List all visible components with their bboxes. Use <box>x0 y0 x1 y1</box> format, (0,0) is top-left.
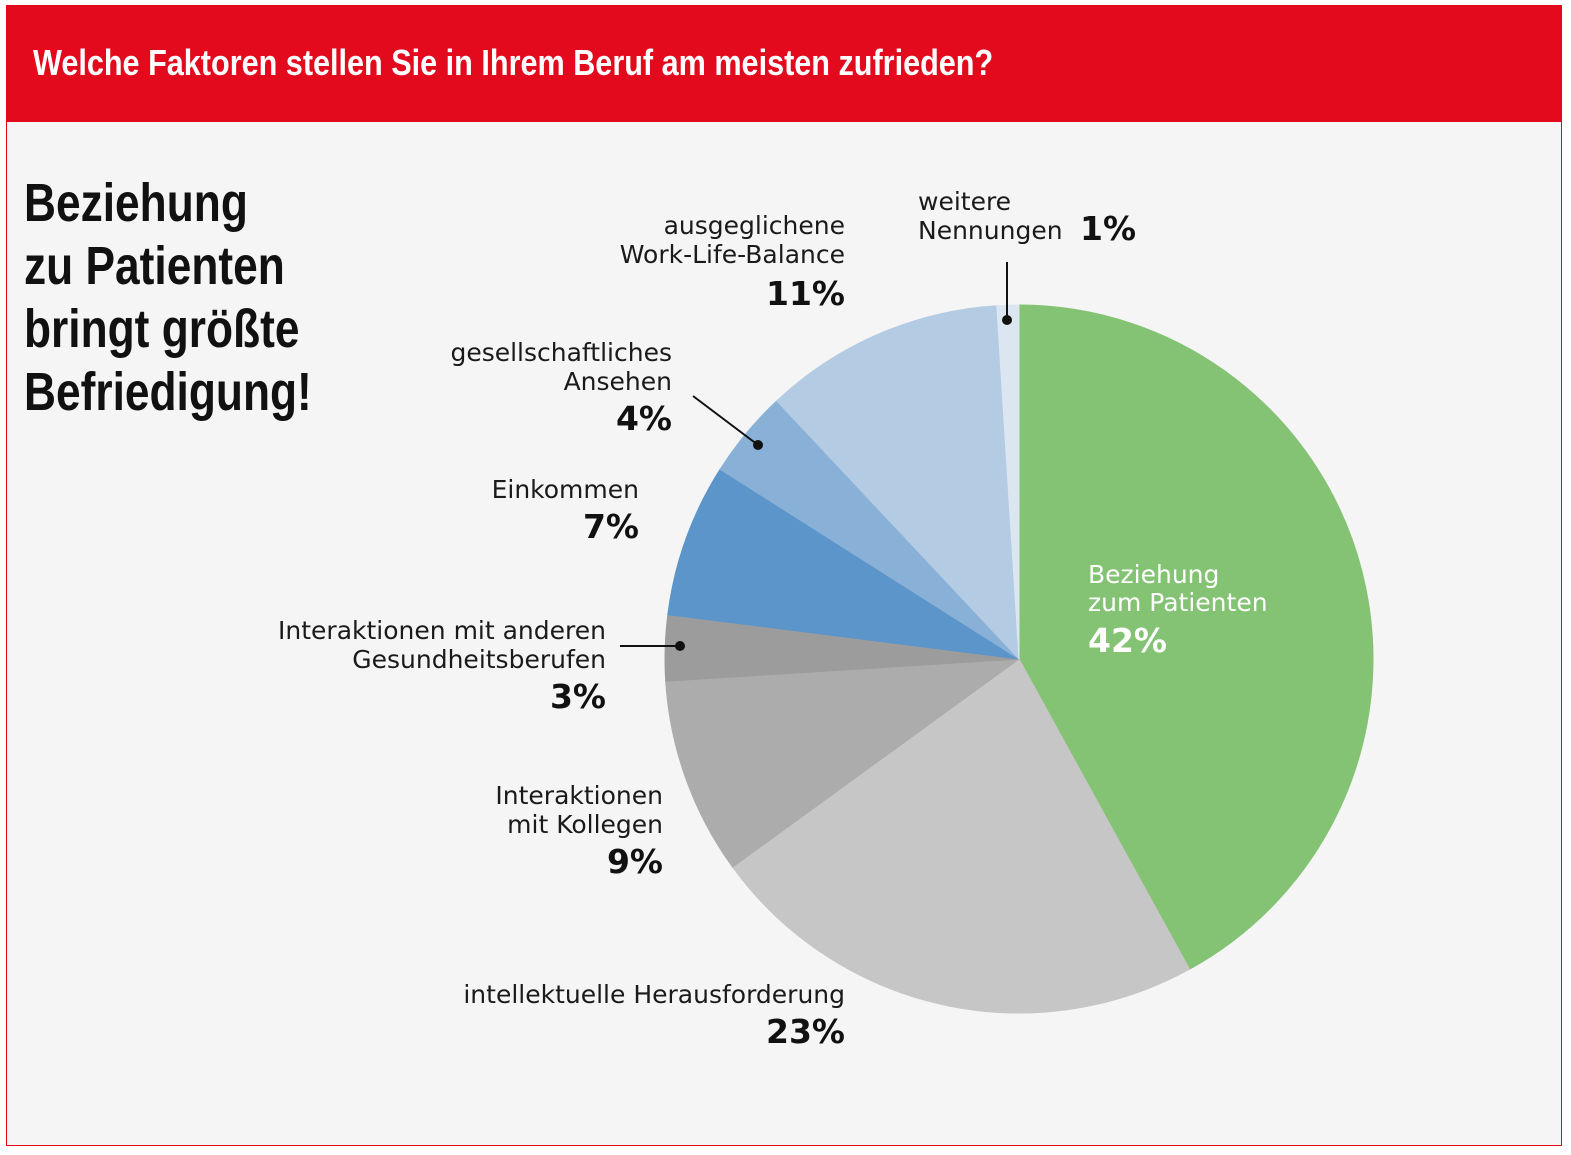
slice-value: 23% <box>766 1012 845 1051</box>
slice-value: 9% <box>607 842 663 881</box>
pie-slices <box>665 305 1373 1013</box>
slice-label: Interaktionen mit anderen <box>278 616 606 645</box>
slice-label: Ansehen <box>564 367 672 396</box>
slice-value: 42% <box>1088 621 1167 660</box>
slice-value: 11% <box>766 274 845 313</box>
slice-label: zum Patienten <box>1088 588 1268 617</box>
leader-line <box>693 396 758 445</box>
slice-label: Einkommen <box>492 475 639 504</box>
slice-label: ausgeglichene <box>664 211 845 240</box>
slice-value: 3% <box>550 677 606 716</box>
slice-label: intellektuelle Herausforderung <box>463 980 845 1009</box>
slice-label: Work-Life-Balance <box>620 240 845 269</box>
slice-label: mit Kollegen <box>507 810 663 839</box>
leader-dot <box>675 641 685 651</box>
slice-label: gesellschaftliches <box>450 338 672 367</box>
leader-dot <box>1002 315 1012 325</box>
slice-label: weitere <box>918 187 1011 216</box>
slice-label: Gesundheitsberufen <box>352 645 606 674</box>
leader-dot <box>753 440 763 450</box>
slice-label: Interaktionen <box>495 781 663 810</box>
slice-value: 4% <box>616 399 672 438</box>
slice-value: 7% <box>583 507 639 546</box>
slice-label: Beziehung <box>1088 560 1219 589</box>
slice-value: 1% <box>1080 209 1136 248</box>
slice-label: Nennungen <box>918 216 1063 245</box>
